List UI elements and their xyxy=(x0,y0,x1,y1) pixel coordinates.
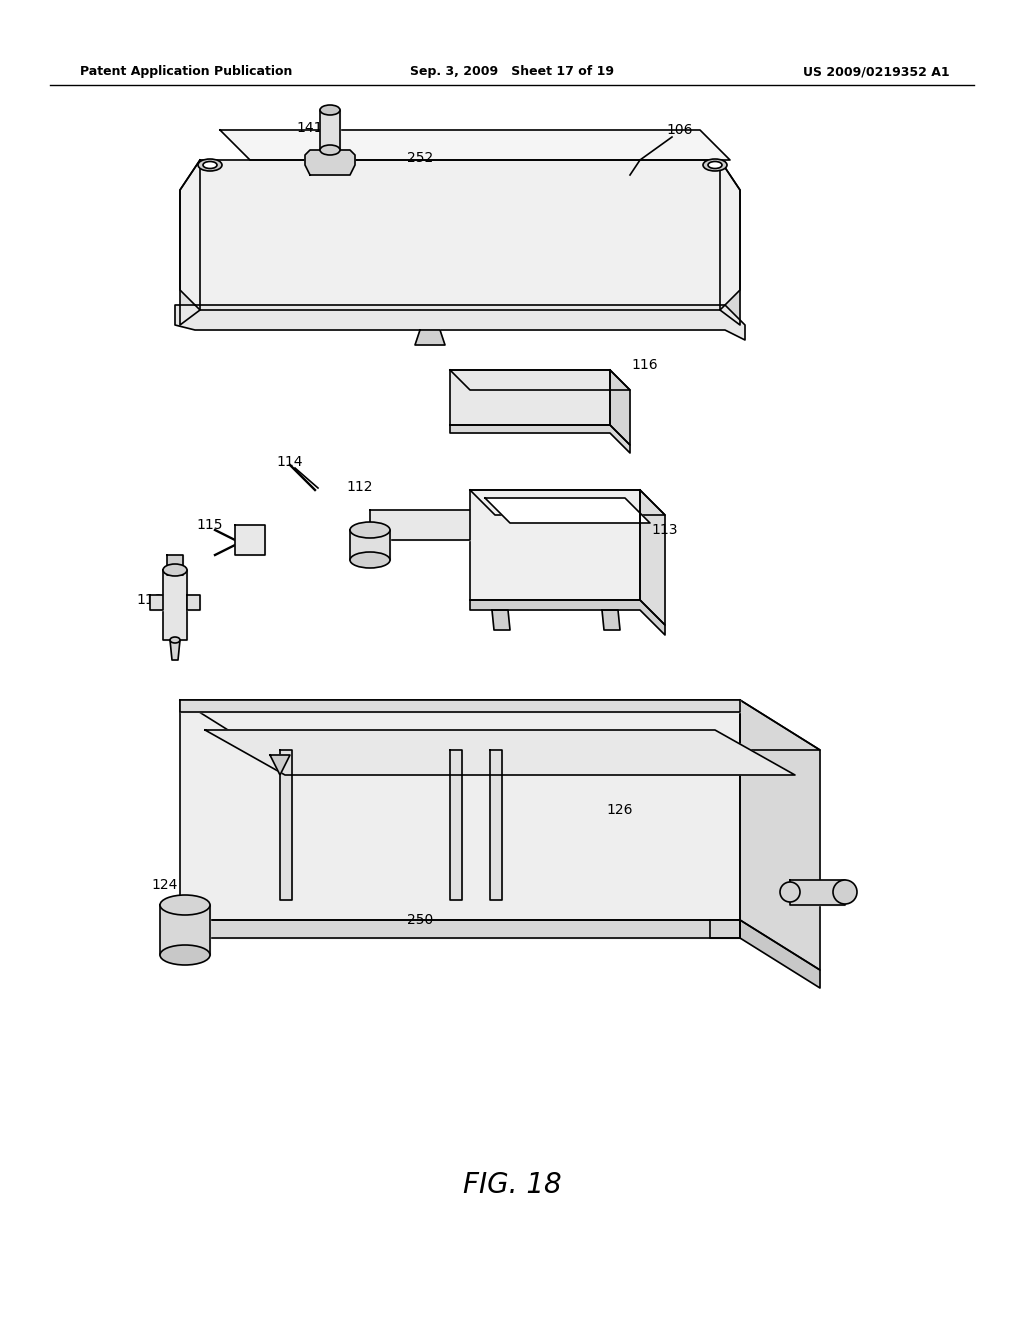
Text: 250: 250 xyxy=(407,913,433,927)
Polygon shape xyxy=(370,510,470,540)
Polygon shape xyxy=(450,370,630,389)
Polygon shape xyxy=(470,490,640,601)
Text: 112: 112 xyxy=(347,480,374,494)
Polygon shape xyxy=(490,750,502,900)
Polygon shape xyxy=(180,700,740,920)
Polygon shape xyxy=(740,920,820,987)
Polygon shape xyxy=(160,906,210,954)
Polygon shape xyxy=(205,730,795,775)
Ellipse shape xyxy=(708,161,722,169)
Text: 115: 115 xyxy=(197,517,223,532)
Polygon shape xyxy=(492,610,510,630)
Polygon shape xyxy=(180,160,740,310)
Polygon shape xyxy=(150,595,163,610)
Text: 113: 113 xyxy=(651,523,678,537)
Polygon shape xyxy=(450,750,462,900)
Polygon shape xyxy=(220,129,730,160)
Ellipse shape xyxy=(350,521,390,539)
Ellipse shape xyxy=(198,158,222,172)
Ellipse shape xyxy=(319,106,340,115)
Polygon shape xyxy=(470,490,665,515)
Ellipse shape xyxy=(833,880,857,904)
Text: Sep. 3, 2009   Sheet 17 of 19: Sep. 3, 2009 Sheet 17 of 19 xyxy=(410,66,614,78)
Text: 252: 252 xyxy=(407,150,433,165)
Polygon shape xyxy=(180,160,200,325)
Polygon shape xyxy=(305,150,355,176)
Text: 116: 116 xyxy=(632,358,658,372)
Ellipse shape xyxy=(163,564,187,576)
Polygon shape xyxy=(415,330,445,345)
Text: 118: 118 xyxy=(136,593,163,607)
Polygon shape xyxy=(280,750,292,900)
Text: US 2009/0219352 A1: US 2009/0219352 A1 xyxy=(804,66,950,78)
Polygon shape xyxy=(180,920,210,939)
Text: 126: 126 xyxy=(607,803,633,817)
Text: 106: 106 xyxy=(667,123,693,137)
Polygon shape xyxy=(270,755,290,775)
Polygon shape xyxy=(180,700,740,711)
Polygon shape xyxy=(167,554,183,576)
Ellipse shape xyxy=(160,895,210,915)
Polygon shape xyxy=(740,700,820,970)
Text: FIG. 18: FIG. 18 xyxy=(463,1171,561,1199)
Ellipse shape xyxy=(160,945,210,965)
Polygon shape xyxy=(180,920,740,939)
Polygon shape xyxy=(485,498,650,523)
Polygon shape xyxy=(710,920,740,939)
Text: 141: 141 xyxy=(297,121,324,135)
Ellipse shape xyxy=(319,145,340,154)
Ellipse shape xyxy=(170,638,180,643)
Polygon shape xyxy=(319,110,340,150)
Polygon shape xyxy=(610,370,630,445)
Polygon shape xyxy=(450,425,630,453)
Text: 124: 124 xyxy=(152,878,178,892)
Ellipse shape xyxy=(703,158,727,172)
Text: 114: 114 xyxy=(276,455,303,469)
Polygon shape xyxy=(175,305,745,341)
Polygon shape xyxy=(450,370,610,425)
Polygon shape xyxy=(640,490,665,624)
Polygon shape xyxy=(180,700,820,750)
Polygon shape xyxy=(602,610,620,630)
Text: Patent Application Publication: Patent Application Publication xyxy=(80,66,293,78)
Polygon shape xyxy=(234,525,265,554)
Ellipse shape xyxy=(350,552,390,568)
Polygon shape xyxy=(170,640,180,660)
Polygon shape xyxy=(470,601,665,635)
Polygon shape xyxy=(790,880,845,906)
Polygon shape xyxy=(350,531,390,560)
Polygon shape xyxy=(163,570,187,640)
Polygon shape xyxy=(187,595,200,610)
Ellipse shape xyxy=(780,882,800,902)
Ellipse shape xyxy=(203,161,217,169)
Polygon shape xyxy=(720,160,740,325)
